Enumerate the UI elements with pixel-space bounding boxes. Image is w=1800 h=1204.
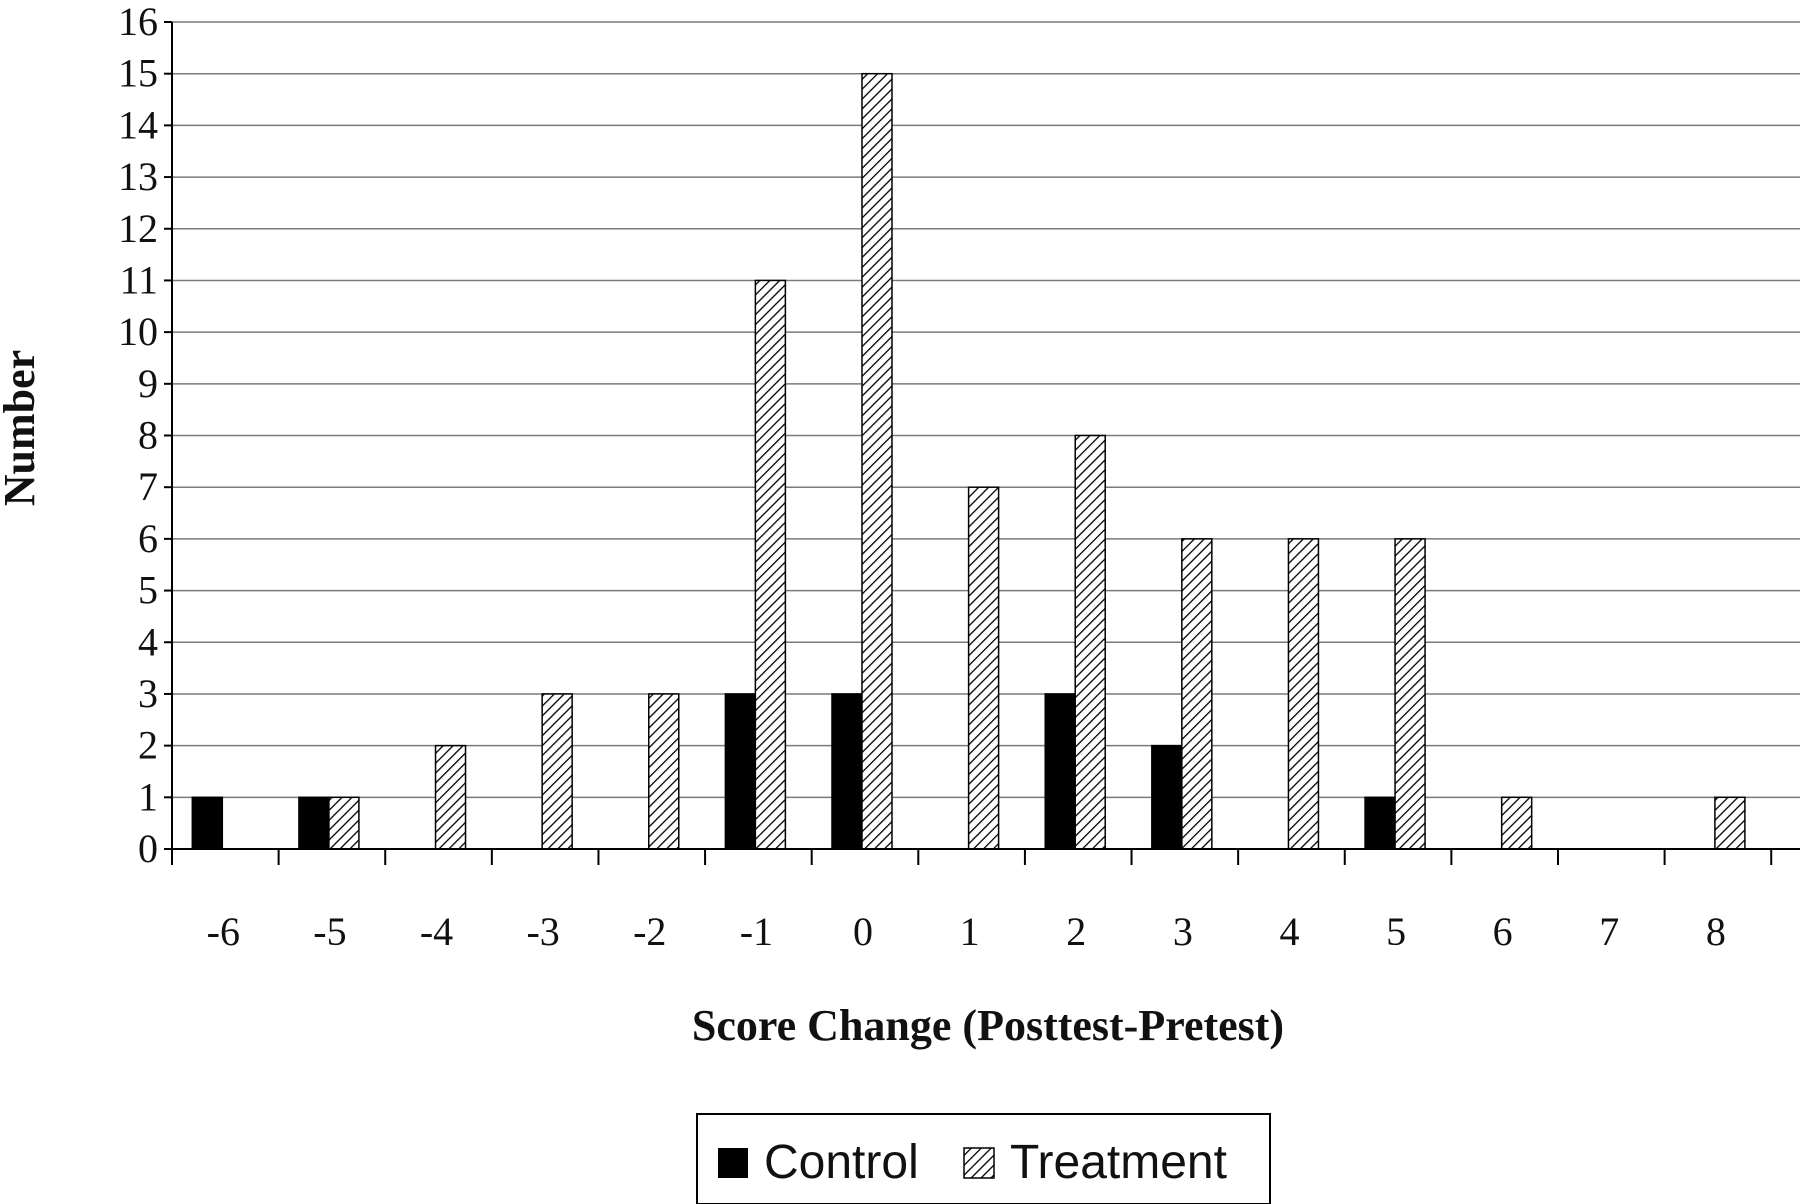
x-tick-label: -5 <box>313 909 346 954</box>
x-tick-label: -1 <box>740 909 773 954</box>
y-tick-label: 12 <box>118 206 158 251</box>
x-tick-label: 0 <box>853 909 873 954</box>
y-tick-label: 13 <box>118 154 158 199</box>
y-tick-label: 0 <box>138 826 158 871</box>
x-tick-label: 6 <box>1493 909 1513 954</box>
x-tick-label: 8 <box>1706 909 1726 954</box>
y-tick-label: 14 <box>118 102 158 147</box>
bar-treatment-5 <box>1394 538 1426 850</box>
bars <box>191 72 1746 850</box>
bar-treatment-6 <box>1500 796 1533 850</box>
bar-control--5 <box>298 796 330 850</box>
bar-control-5 <box>1364 796 1396 850</box>
bar-control-2 <box>1044 693 1076 850</box>
y-tick-label: 2 <box>138 723 158 768</box>
legend-swatch-treatment <box>963 1147 995 1179</box>
bar-treatment-0 <box>861 72 893 850</box>
legend-label-control: Control <box>764 1136 919 1189</box>
y-tick-label: 8 <box>138 413 158 458</box>
y-tick-label: 5 <box>138 568 158 613</box>
x-tick-label: 4 <box>1279 909 1299 954</box>
y-tick-label: 11 <box>119 257 158 302</box>
x-tick-label: 1 <box>960 909 980 954</box>
y-tick-label: 16 <box>118 0 158 44</box>
bar-treatment--1 <box>754 279 787 850</box>
x-axis-title: Score Change (Posttest-Pretest) <box>692 1001 1284 1050</box>
axes <box>164 21 1800 865</box>
legend: Control Treatment <box>696 1113 1271 1204</box>
bar-treatment-8 <box>1714 796 1746 850</box>
legend-label-treatment: Treatment <box>1010 1136 1227 1189</box>
y-tick-label: 9 <box>138 361 158 406</box>
bar-control-3 <box>1151 744 1183 850</box>
bar-treatment-2 <box>1074 434 1106 850</box>
y-tick-label: 10 <box>118 309 158 354</box>
y-tick-label: 4 <box>138 619 158 664</box>
bar-treatment--4 <box>434 744 467 850</box>
x-tick-label: -4 <box>420 909 453 954</box>
bar-treatment-1 <box>967 486 1000 850</box>
bar-control--6 <box>191 796 224 850</box>
bar-treatment-4 <box>1287 538 1320 850</box>
bar-control-0 <box>831 693 863 850</box>
x-tick-label: -2 <box>633 909 666 954</box>
x-tick-label: 5 <box>1386 909 1406 954</box>
x-tick-label: 3 <box>1173 909 1193 954</box>
legend-swatch-control <box>718 1148 748 1178</box>
y-axis-title: Number <box>0 350 44 506</box>
bar-treatment-3 <box>1181 538 1213 850</box>
bar-treatment--3 <box>541 693 573 850</box>
y-tick-label: 3 <box>138 671 158 716</box>
bar-treatment--2 <box>648 693 680 850</box>
bar-treatment--5 <box>328 796 360 850</box>
x-tick-label: -3 <box>526 909 559 954</box>
x-tick-labels: -6 -5 -4 -3 -2 -1 0 1 2 3 4 5 6 7 8 <box>207 909 1726 954</box>
x-tick-label: 2 <box>1066 909 1086 954</box>
x-tick-label: -6 <box>207 909 240 954</box>
y-tick-label: 6 <box>138 516 158 561</box>
bar-control--1 <box>724 693 757 850</box>
y-tick-label: 15 <box>118 51 158 96</box>
x-tick-label: 7 <box>1599 909 1619 954</box>
y-tick-label: 1 <box>138 774 158 819</box>
y-tick-label: 7 <box>138 464 158 509</box>
